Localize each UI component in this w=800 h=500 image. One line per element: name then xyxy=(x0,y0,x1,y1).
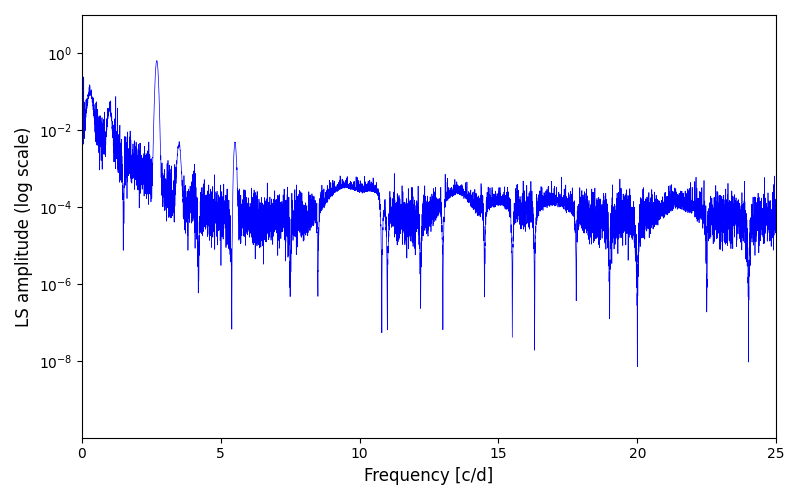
Y-axis label: LS amplitude (log scale): LS amplitude (log scale) xyxy=(15,126,33,326)
X-axis label: Frequency [c/d]: Frequency [c/d] xyxy=(364,467,494,485)
